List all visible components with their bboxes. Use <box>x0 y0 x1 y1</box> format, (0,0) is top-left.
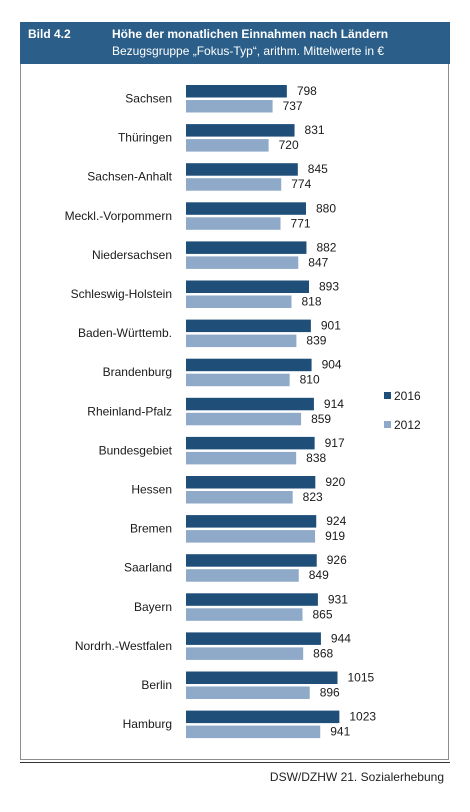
category-label: Hessen <box>131 483 172 497</box>
figure-subtitle: Bezugsgruppe „Fokus-Typ“, arithm. Mittel… <box>112 44 385 58</box>
category-label: Meckl.-Vorpommern <box>65 209 172 223</box>
category-label: Nordrh.-Westfalen <box>75 639 172 653</box>
value-label-2016: 944 <box>331 631 351 645</box>
value-label-2012: 865 <box>312 607 332 621</box>
bar-2012 <box>186 647 304 660</box>
value-label-2012: 823 <box>303 490 323 504</box>
value-label-2016: 931 <box>328 592 348 606</box>
category-label: Sachsen <box>125 92 172 106</box>
value-label-2016: 845 <box>308 162 328 176</box>
category-label: Schleswig-Holstein <box>71 287 172 301</box>
bar-2012 <box>186 178 282 191</box>
bar-2012 <box>186 217 281 230</box>
value-label-2016: 914 <box>324 397 344 411</box>
bar-2016 <box>186 397 314 411</box>
bar-2012 <box>186 100 273 113</box>
bar-2012 <box>186 491 293 504</box>
category-label: Berlin <box>141 678 172 692</box>
bar-2016 <box>186 124 295 137</box>
figure-header: Bild 4.2 Höhe der monatlichen Einnahmen … <box>20 22 450 64</box>
bar-2012 <box>186 451 297 465</box>
value-label-2012: 720 <box>279 138 299 152</box>
value-label-2012: 919 <box>325 529 345 543</box>
value-label-2016: 831 <box>305 123 325 137</box>
value-label-2016: 880 <box>316 201 336 215</box>
bar-2016 <box>186 436 315 450</box>
bar-2012 <box>186 412 302 426</box>
footer-rule <box>20 762 450 763</box>
value-label-2016: 920 <box>325 475 345 489</box>
bar-2012 <box>186 334 297 348</box>
value-label-2012: 774 <box>291 177 311 191</box>
bar-2016 <box>186 163 298 176</box>
value-label-2016: 1015 <box>348 671 375 685</box>
legend-swatch-2016 <box>384 392 391 399</box>
value-label-2012: 847 <box>308 255 328 269</box>
bar-2012 <box>186 686 310 699</box>
value-label-2016: 917 <box>325 436 345 450</box>
bar-2012 <box>186 608 303 621</box>
category-label: Hamburg <box>123 717 172 731</box>
bar-2016 <box>186 671 338 684</box>
bar-2016 <box>186 358 312 372</box>
value-label-2012: 737 <box>283 99 303 113</box>
bar-2012 <box>186 139 269 152</box>
category-label: Bundesgebiet <box>99 443 173 457</box>
bar-2012 <box>186 373 290 387</box>
figure-title: Höhe der monatlichen Einnahmen nach Länd… <box>112 27 389 41</box>
category-label: Baden-Württemb. <box>78 326 172 340</box>
bar-2016 <box>186 632 321 645</box>
value-label-2016: 904 <box>322 358 342 372</box>
bar-2012 <box>186 256 299 269</box>
value-label-2016: 926 <box>327 553 347 567</box>
chart-area <box>20 64 449 760</box>
value-label-2012: 941 <box>330 725 350 739</box>
bar-2012 <box>186 725 321 739</box>
bar-2016 <box>186 280 310 293</box>
category-label: Bayern <box>134 600 172 614</box>
bar-2012 <box>186 530 316 543</box>
category-label: Brandenburg <box>103 365 172 379</box>
value-label-2012: 818 <box>302 295 322 309</box>
category-label: Bremen <box>130 522 172 536</box>
bar-2016 <box>186 202 306 215</box>
category-label: Niedersachsen <box>92 248 172 262</box>
value-label-2012: 838 <box>306 451 326 465</box>
value-label-2012: 839 <box>306 334 326 348</box>
bar-2016 <box>186 710 340 724</box>
bar-2016 <box>186 85 287 98</box>
category-label: Saarland <box>124 561 172 575</box>
source-note: DSW/DZHW 21. Sozialerhebung <box>269 770 444 784</box>
value-label-2016: 924 <box>326 514 346 528</box>
value-label-2012: 868 <box>313 646 333 660</box>
value-label-2016: 882 <box>316 240 336 254</box>
value-label-2016: 798 <box>297 84 317 98</box>
category-label: Thüringen <box>118 131 172 145</box>
legend-label-2016: 2016 <box>394 389 421 403</box>
figure-number: Bild 4.2 <box>28 27 71 41</box>
value-label-2012: 896 <box>320 686 340 700</box>
value-label-2012: 771 <box>291 216 311 230</box>
value-label-2012: 859 <box>311 412 331 426</box>
value-label-2012: 810 <box>300 373 320 387</box>
value-label-2016: 1023 <box>349 710 376 724</box>
legend-label-2012: 2012 <box>394 418 421 432</box>
bar-2016 <box>186 515 317 528</box>
bar-2016 <box>186 241 307 254</box>
bar-2016 <box>186 319 311 333</box>
value-label-2016: 893 <box>319 280 339 294</box>
bar-2012 <box>186 569 299 582</box>
bar-2016 <box>186 593 318 606</box>
bar-2016 <box>186 554 317 567</box>
legend-swatch-2012 <box>384 421 391 428</box>
value-label-2012: 849 <box>309 568 329 582</box>
category-label: Sachsen-Anhalt <box>87 170 172 184</box>
value-label-2016: 901 <box>321 319 341 333</box>
bar-2012 <box>186 295 292 308</box>
category-label: Rheinland-Pfalz <box>87 404 172 418</box>
bar-2016 <box>186 476 316 489</box>
